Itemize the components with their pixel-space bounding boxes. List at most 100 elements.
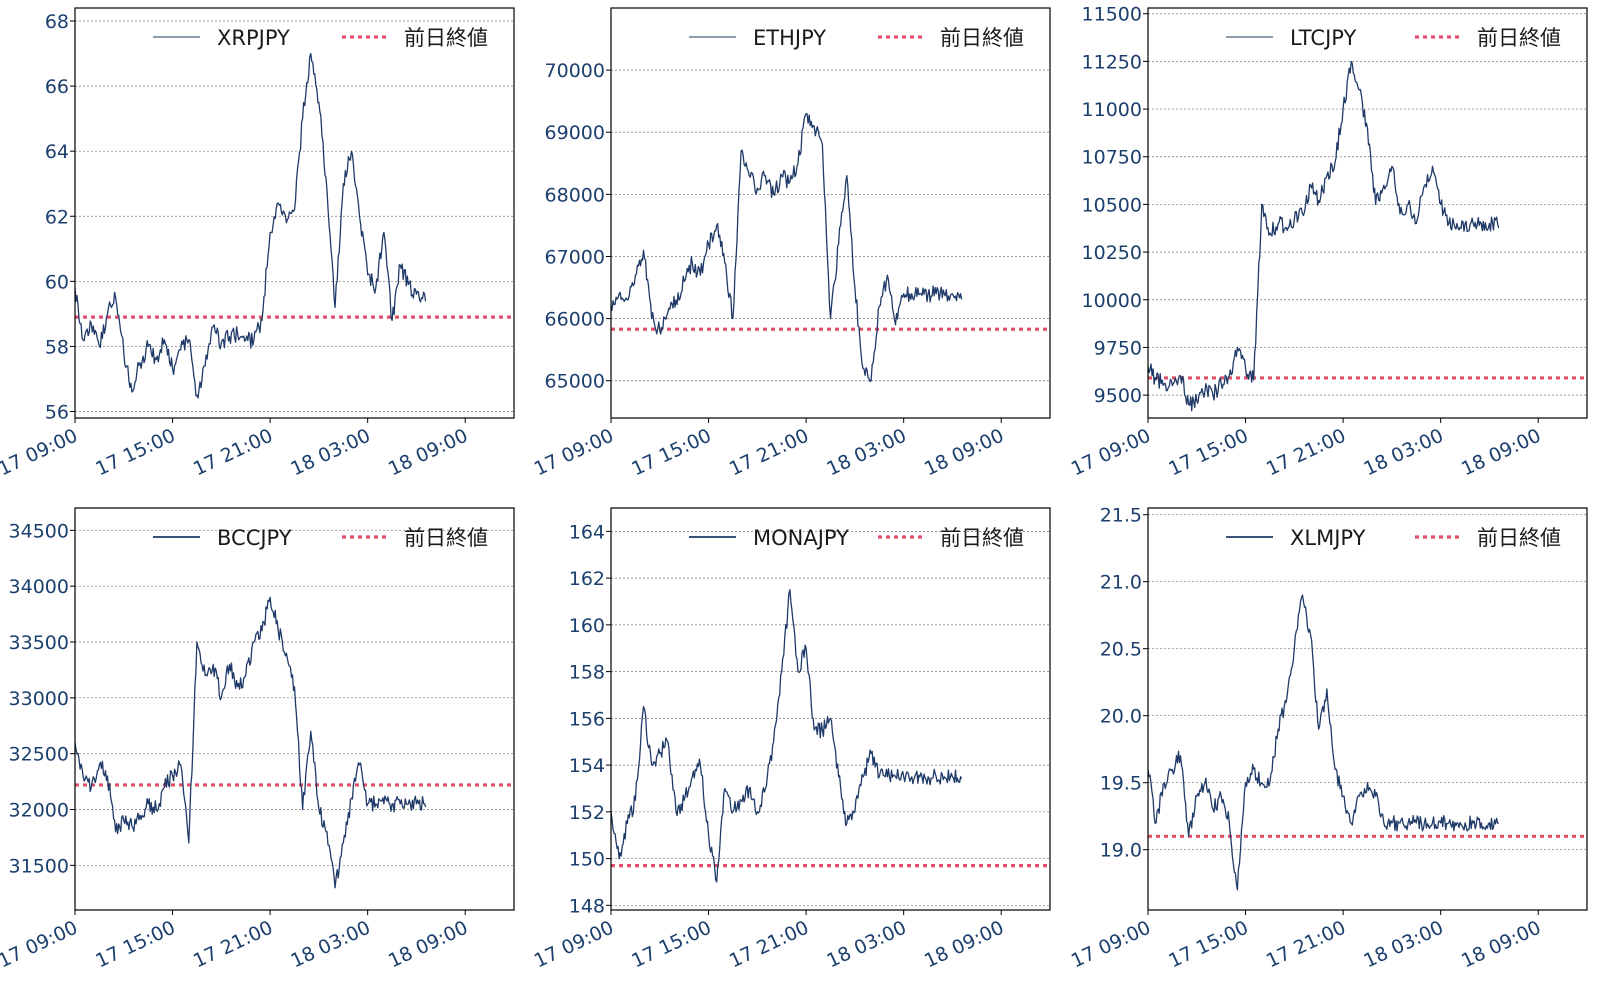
y-tick-label: 10750 xyxy=(1082,147,1142,169)
x-tick-label: 17 15:00 xyxy=(92,425,178,481)
x-tick-label: 18 09:00 xyxy=(385,917,471,973)
price-line xyxy=(74,52,427,399)
x-tick-label: 18 03:00 xyxy=(1360,425,1446,481)
y-tick-label: 66 xyxy=(45,76,69,98)
y-tick-label: 10000 xyxy=(1082,290,1142,312)
x-tick-label: 17 09:00 xyxy=(0,425,81,481)
x-tick-label: 17 21:00 xyxy=(726,917,812,973)
price-line xyxy=(1147,60,1500,412)
x-tick-label: 17 09:00 xyxy=(531,425,617,481)
x-tick-label: 18 09:00 xyxy=(385,425,471,481)
y-tick-label: 33500 xyxy=(9,632,69,654)
plot-frame xyxy=(1147,7,1588,419)
y-tick-label: 152 xyxy=(569,802,605,824)
x-tick-label: 17 21:00 xyxy=(1263,425,1349,481)
y-tick-label: 21.5 xyxy=(1100,505,1142,527)
legend-prev-close-label: 前日終値 xyxy=(940,526,1024,550)
chart-panel-monajpy: 148 150 152 154 156 158 160 162 164 17 09:00 17 15… xyxy=(531,507,1051,973)
y-tick-label: 9750 xyxy=(1094,337,1142,359)
y-tick-label: 148 xyxy=(569,895,605,917)
y-tick-label: 69000 xyxy=(545,122,605,144)
chart-panel-ltcjpy: 9500 9750 10000 10250 10500 10750 11000 11250 11… xyxy=(1068,4,1588,481)
y-tick-label: 68 xyxy=(45,11,69,33)
x-tick-label: 17 15:00 xyxy=(1165,425,1251,481)
legend-prev-close-label: 前日終値 xyxy=(940,26,1024,50)
legend-prev-close-label: 前日終値 xyxy=(404,26,488,50)
y-tick-label: 70000 xyxy=(545,60,605,82)
y-tick-label: 158 xyxy=(569,662,605,684)
x-tick-label: 18 03:00 xyxy=(1360,917,1446,973)
plot-frame xyxy=(610,7,1051,419)
legend-series-label: LTCJPY xyxy=(1290,26,1356,50)
legend-prev-close-label: 前日終値 xyxy=(1477,26,1561,50)
price-line xyxy=(74,596,427,889)
x-tick-label: 17 15:00 xyxy=(628,917,714,973)
y-tick-label: 68000 xyxy=(545,184,605,206)
legend-series-label: XRPJPY xyxy=(217,26,290,50)
y-tick-label: 10250 xyxy=(1082,242,1142,264)
y-tick-label: 65000 xyxy=(545,371,605,393)
legend-series-label: MONAJPY xyxy=(753,526,849,550)
y-tick-label: 66000 xyxy=(545,309,605,331)
y-tick-label: 11000 xyxy=(1082,99,1142,121)
y-tick-label: 31500 xyxy=(9,855,69,877)
y-tick-label: 58 xyxy=(45,336,69,358)
x-tick-label: 17 15:00 xyxy=(628,425,714,481)
price-line xyxy=(610,112,963,383)
x-tick-label: 18 09:00 xyxy=(1458,917,1544,973)
legend-prev-close-label: 前日終値 xyxy=(404,526,488,550)
y-tick-label: 11250 xyxy=(1082,51,1142,73)
y-tick-label: 162 xyxy=(569,568,605,590)
y-tick-label: 20.5 xyxy=(1100,639,1142,661)
y-tick-label: 56 xyxy=(45,401,69,423)
x-tick-label: 17 15:00 xyxy=(1165,917,1251,973)
x-tick-label: 17 21:00 xyxy=(190,917,276,973)
y-tick-label: 9500 xyxy=(1094,385,1142,407)
y-tick-label: 19.0 xyxy=(1100,840,1142,862)
x-tick-label: 18 03:00 xyxy=(823,425,909,481)
x-tick-label: 18 03:00 xyxy=(287,425,373,481)
y-tick-label: 33000 xyxy=(9,688,69,710)
x-tick-label: 17 21:00 xyxy=(190,425,276,481)
x-tick-label: 18 09:00 xyxy=(921,425,1007,481)
x-tick-label: 18 03:00 xyxy=(287,917,373,973)
x-tick-label: 18 09:00 xyxy=(921,917,1007,973)
y-tick-label: 64 xyxy=(45,141,69,163)
y-tick-label: 34500 xyxy=(9,520,69,542)
x-tick-label: 17 21:00 xyxy=(1263,917,1349,973)
y-tick-label: 34000 xyxy=(9,576,69,598)
legend-prev-close-label: 前日終値 xyxy=(1477,526,1561,550)
y-tick-label: 154 xyxy=(569,755,605,777)
y-tick-label: 62 xyxy=(45,206,69,228)
x-tick-label: 17 21:00 xyxy=(726,425,812,481)
x-tick-label: 17 09:00 xyxy=(1068,917,1154,973)
chart-panel-bccjpy: 31500 32000 32500 33000 33500 34000 34500 17 09… xyxy=(0,507,515,973)
plot-frame xyxy=(610,507,1051,911)
plot-frame xyxy=(1147,507,1588,911)
y-tick-label: 60 xyxy=(45,271,69,293)
x-tick-label: 17 09:00 xyxy=(531,917,617,973)
x-tick-label: 18 03:00 xyxy=(823,917,909,973)
x-tick-label: 18 09:00 xyxy=(1458,425,1544,481)
y-tick-label: 160 xyxy=(569,615,605,637)
chart-panel-xlmjpy: 19.0 19.5 20.0 20.5 21.0 21.5 17 09:00 17 15:00… xyxy=(1068,505,1588,973)
y-tick-label: 19.5 xyxy=(1100,773,1142,795)
y-tick-label: 11500 xyxy=(1082,4,1142,26)
price-line xyxy=(1147,594,1500,891)
y-tick-label: 164 xyxy=(569,521,605,543)
plot-frame xyxy=(74,7,515,419)
y-tick-label: 156 xyxy=(569,708,605,730)
y-tick-label: 67000 xyxy=(545,246,605,268)
legend-series-label: BCCJPY xyxy=(217,526,292,550)
y-tick-label: 10500 xyxy=(1082,194,1142,216)
y-tick-label: 20.0 xyxy=(1100,706,1142,728)
legend-series-label: XLMJPY xyxy=(1290,526,1366,550)
plot-frame xyxy=(74,507,515,911)
price-line xyxy=(610,589,963,883)
legend-series-label: ETHJPY xyxy=(753,26,826,50)
x-tick-label: 17 09:00 xyxy=(1068,425,1154,481)
y-tick-label: 21.0 xyxy=(1100,572,1142,594)
